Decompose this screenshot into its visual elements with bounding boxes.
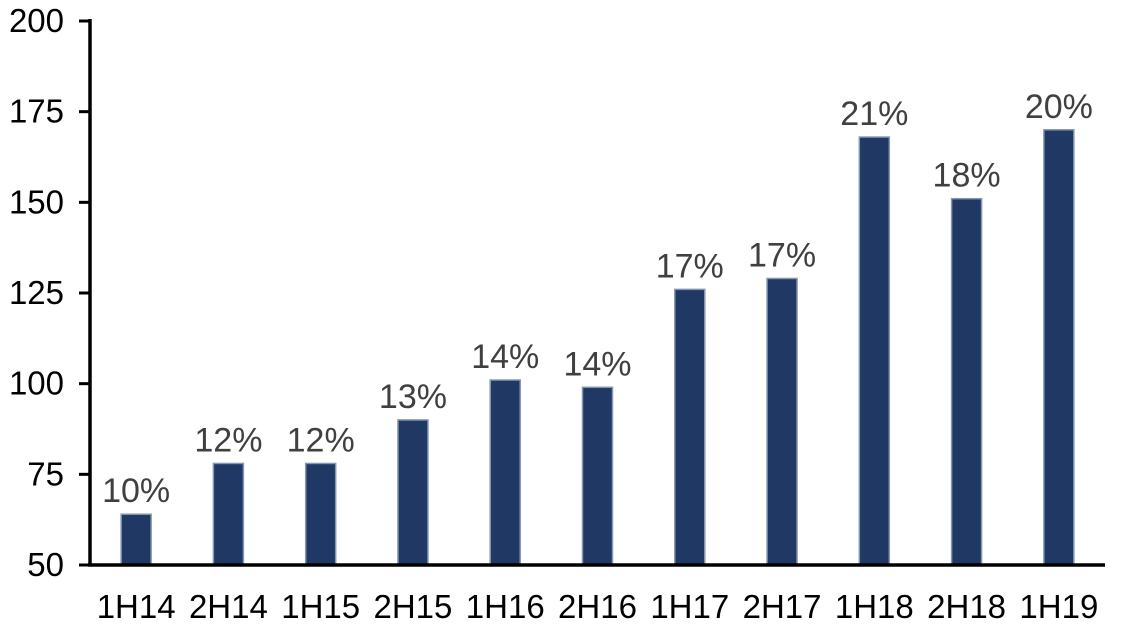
bar-1H15: [304, 462, 337, 566]
x-axis-label-1H17: 1H17: [650, 588, 729, 625]
x-axis-label-2H18: 2H18: [927, 588, 1006, 625]
bar-data-label-2H16: 14%: [563, 345, 631, 383]
x-axis-label-2H14: 2H14: [189, 588, 268, 625]
bar-data-label-2H15: 13%: [379, 378, 447, 416]
bar-data-label-1H19: 20%: [1025, 88, 1093, 126]
bar-2H15: [397, 419, 429, 566]
bar-2H18: [950, 197, 983, 566]
bar-1H14: [120, 513, 152, 566]
y-tick-label-150: 150: [9, 183, 64, 220]
y-tick-label-200: 200: [9, 2, 64, 39]
bar-1H18: [858, 136, 891, 566]
bar-2H16: [581, 386, 614, 566]
bar-1H19: [1043, 129, 1075, 566]
y-tick-label-100: 100: [9, 365, 64, 402]
bar-2H17: [766, 277, 798, 566]
bar-1H17: [674, 288, 706, 566]
x-axis-label-1H18: 1H18: [835, 588, 914, 625]
y-tick-label-175: 175: [9, 93, 64, 130]
bar-data-label-1H16: 14%: [471, 338, 539, 376]
x-axis-label-2H15: 2H15: [374, 588, 453, 625]
bar-data-label-1H17: 17%: [656, 247, 724, 285]
y-tick-label-125: 125: [9, 274, 64, 311]
bar-data-label-1H18: 21%: [840, 95, 908, 133]
y-tick-label-75: 75: [27, 455, 64, 492]
bar-data-label-1H15: 12%: [287, 421, 355, 459]
x-axis-label-1H19: 1H19: [1019, 588, 1098, 625]
bar-1H16: [489, 379, 521, 566]
x-axis-label-2H16: 2H16: [558, 588, 637, 625]
bar-data-label-1H14: 10%: [102, 472, 170, 510]
bar-data-label-2H14: 12%: [194, 421, 262, 459]
bar-2H14: [212, 462, 245, 566]
bar-data-label-2H17: 17%: [748, 236, 816, 274]
x-axis-label-1H16: 1H16: [466, 588, 545, 625]
x-axis-label-2H17: 2H17: [743, 588, 822, 625]
x-axis-label-1H14: 1H14: [97, 588, 176, 625]
x-axis-label-1H15: 1H15: [281, 588, 360, 625]
y-tick-label-50: 50: [27, 546, 64, 583]
bar-data-label-2H18: 18%: [933, 157, 1001, 195]
